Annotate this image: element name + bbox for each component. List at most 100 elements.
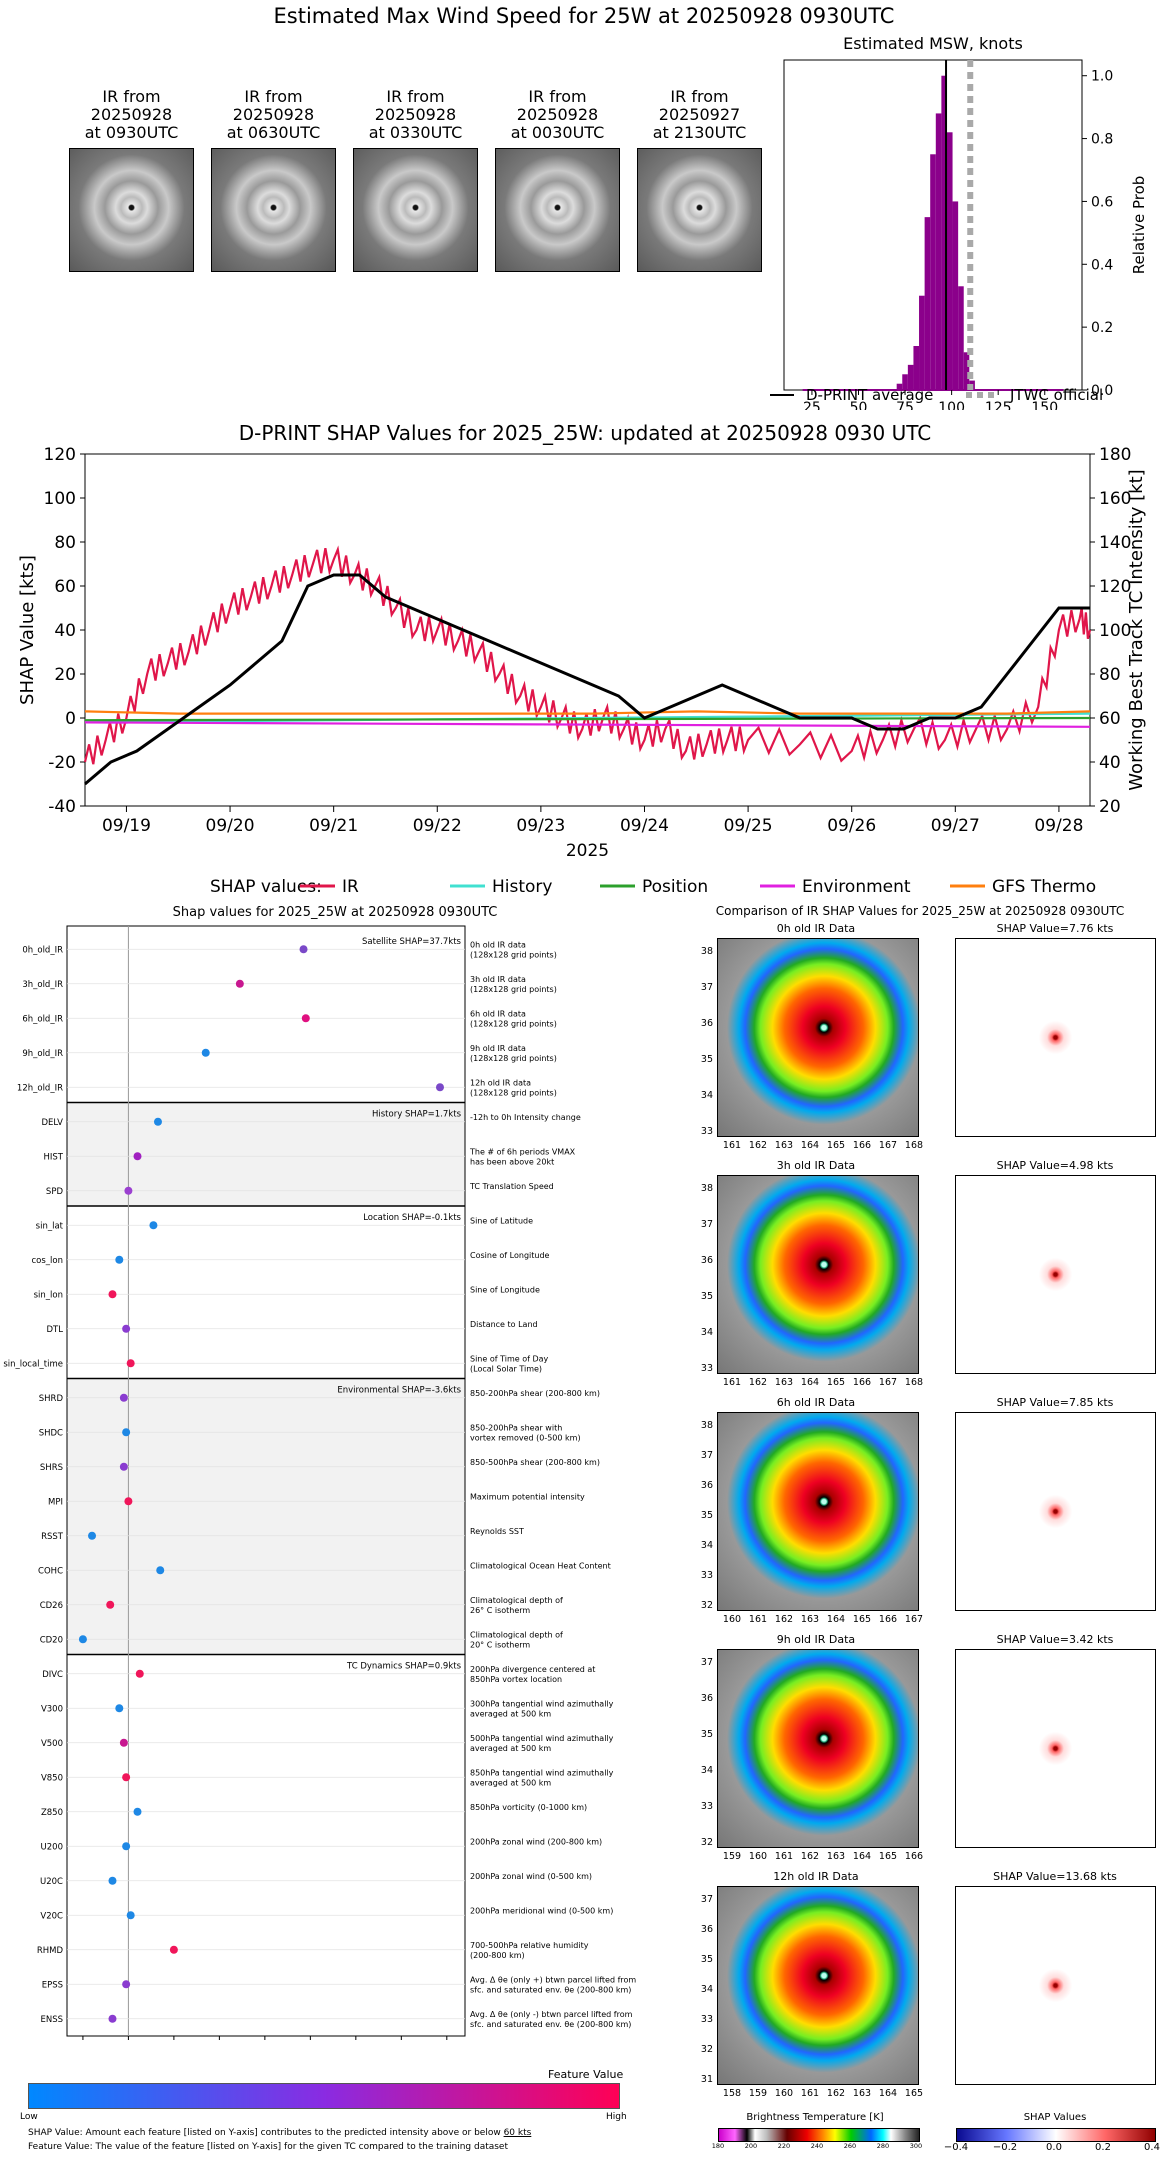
feature-name: DIVC <box>42 1670 63 1680</box>
feature-dot <box>153 1117 162 1126</box>
ts-ylabel-right: Working Best Track TC Intensity [kt] <box>1126 469 1147 790</box>
ir-panel-xtick: 161 <box>774 1851 794 1862</box>
shap-note-2: Feature Value: The value of the feature … <box>28 2142 509 2152</box>
ts-series-position <box>84 716 1091 722</box>
ir-panel-ytick: 35 <box>700 1510 713 1521</box>
feature-desc: -12h to 0h Intensity change <box>470 1113 581 1122</box>
ir-panel-ytick: 37 <box>700 1219 713 1230</box>
feature-name: Z850 <box>41 1808 63 1818</box>
ir-panel-ytick: 37 <box>700 982 713 993</box>
feature-group-label: History SHAP=1.7kts <box>372 1110 462 1120</box>
feature-name: sin_lat <box>36 1221 64 1231</box>
ir-panel-xtick: 161 <box>748 1614 768 1625</box>
feature-name: CD26 <box>40 1601 63 1611</box>
feature-desc: The # of 6h periods VMAX <box>469 1147 576 1156</box>
feature-dot <box>149 1221 158 1230</box>
sv-colorbar <box>956 2128 1156 2142</box>
feature-name: EPSS <box>42 1980 63 1990</box>
feature-value-colorbar <box>28 2083 620 2109</box>
ir-panel-ytick: 33 <box>700 1570 713 1581</box>
ir-panel-xtick: 163 <box>800 1614 820 1625</box>
ts-ytick-label: -40 <box>48 797 76 817</box>
feature-axes-box <box>66 925 466 2037</box>
ir-thumbnail-image <box>69 148 194 272</box>
bt-colorbar-tick: 240 <box>810 2142 824 2150</box>
thumb-caption-line1: IR from <box>244 87 303 106</box>
msw-ytick-label: 1.0 <box>1091 69 1113 85</box>
ir-panel-ytick: 34 <box>700 1984 713 1995</box>
feature-group-label: Satellite SHAP=37.7kts <box>362 937 462 947</box>
ir-panel-ytick: 32 <box>700 1600 713 1611</box>
msw-bar <box>896 383 903 390</box>
msw-bar <box>919 295 925 390</box>
feature-group-label: TC Dynamics SHAP=0.9kts <box>346 1662 462 1672</box>
feature-desc: 850hPa vorticity (0-1000 km) <box>470 1803 587 1812</box>
feature-dot <box>119 1462 128 1471</box>
ts-ylabel-left: SHAP Value [kts] <box>17 555 38 705</box>
ts-series-tc-intensity <box>84 573 1090 786</box>
thumb-caption-line2: 20250928 <box>232 105 315 124</box>
shap-panel-image <box>955 1886 1156 2085</box>
feature-name: 12h_old_IR <box>17 1083 63 1093</box>
msw-bar <box>958 286 964 390</box>
feature-desc: vortex removed (0-500 km) <box>470 1433 581 1442</box>
ir-panel-xtick: 160 <box>748 1851 768 1862</box>
shap-note-1-text: SHAP Value: Amount each feature [listed … <box>28 2128 504 2138</box>
feature-desc: 9h old IR data <box>470 1044 526 1053</box>
feature-name: V20C <box>40 1911 63 1921</box>
ir-panel-ytick: 37 <box>700 1450 713 1461</box>
ir-panel-ytick: 33 <box>700 1801 713 1812</box>
shap-panel-title: SHAP Value=7.85 kts <box>996 1396 1114 1409</box>
feature-desc: 0h old IR data <box>470 940 526 949</box>
thumb-caption-line1: IR from <box>670 87 729 106</box>
ts-xtick-label: 09/23 <box>516 816 565 836</box>
shap-panel-title: SHAP Value=7.76 kts <box>996 922 1114 935</box>
ts-y2tick-label: 60 <box>1099 709 1121 729</box>
feature-desc: TC Translation Speed <box>469 1182 554 1191</box>
ir-panel-ytick: 35 <box>700 1054 713 1065</box>
feature-dot <box>122 1773 131 1782</box>
msw-ytick-label: 0.4 <box>1091 257 1113 273</box>
ir-panel-xtick: 160 <box>774 2088 794 2099</box>
feature-name: cos_lon <box>31 1256 63 1266</box>
ts-xtick-label: 09/26 <box>827 816 876 836</box>
ir-panel-title: 3h old IR Data <box>776 1159 856 1172</box>
feature-name: U200 <box>41 1842 63 1852</box>
ir-panel-xtick: 164 <box>826 1614 846 1625</box>
feature-desc: (128x128 grid points) <box>470 1088 557 1097</box>
feature-desc: Sine of Time of Day <box>470 1354 549 1363</box>
msw-ylabel: Relative Prob <box>1130 176 1148 275</box>
ir-panel-xtick: 166 <box>878 1614 898 1625</box>
thumb-caption-line1: IR from <box>102 87 161 106</box>
thumb-caption-line1: IR from <box>386 87 445 106</box>
feature-desc: 3h old IR data <box>470 975 526 984</box>
ir-panel-ytick: 37 <box>700 1894 713 1905</box>
feature-dot <box>115 1255 124 1264</box>
feature-name: HIST <box>44 1152 64 1162</box>
msw-bar <box>941 75 947 390</box>
ts-y2tick-label: 80 <box>1099 665 1121 685</box>
feature-dot <box>156 1566 165 1575</box>
ir-panel-ytick: 38 <box>700 1183 713 1194</box>
feature-desc: 200hPa divergence centered at <box>470 1665 595 1674</box>
ir-panel-xtick: 159 <box>722 1851 742 1862</box>
ir-panel-title: 12h old IR Data <box>773 1870 859 1883</box>
ir-panel-xtick: 161 <box>722 1377 742 1388</box>
ts-series-gfs-thermo <box>84 710 1091 715</box>
bt-colorbar-tick: 300 <box>909 2142 923 2150</box>
msw-ytick-label: 0.2 <box>1091 320 1113 336</box>
ts-ytick-label: 80 <box>54 533 76 553</box>
bt-colorbar-tick: 220 <box>777 2142 791 2150</box>
feature-desc: 700-500hPa relative humidity <box>470 1941 589 1950</box>
feature-name: V300 <box>41 1704 63 1714</box>
ts-xtick-label: 09/28 <box>1034 816 1083 836</box>
feature-dot <box>106 1600 115 1609</box>
ir-panel-xtick: 166 <box>852 1377 872 1388</box>
feature-desc: Climatological depth of <box>470 1630 563 1639</box>
thumb-caption-line2: 20250928 <box>90 105 173 124</box>
sv-colorbar-tick: 0.2 <box>1095 2142 1111 2153</box>
sv-colorbar-tick: 0.0 <box>1046 2142 1062 2153</box>
ts-y2tick-label: 120 <box>1099 577 1131 597</box>
thumb-caption-line3: at 0630UTC <box>226 123 321 142</box>
feature-dot <box>299 945 308 954</box>
